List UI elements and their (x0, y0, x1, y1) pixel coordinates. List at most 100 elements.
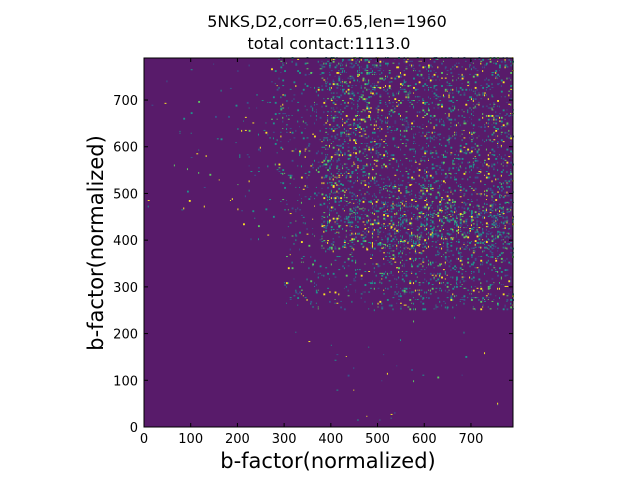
heatmap-cell (321, 152, 323, 155)
heatmap-cell (353, 207, 355, 209)
heatmap-cell (398, 228, 400, 230)
heatmap-cell (454, 64, 457, 67)
heatmap-cell (427, 231, 429, 234)
heatmap-cell (474, 159, 477, 162)
heatmap-cell (349, 201, 351, 203)
heatmap-cell (310, 280, 313, 283)
heatmap-cell (405, 90, 407, 93)
heatmap-cell (418, 293, 420, 296)
heatmap-cell (456, 284, 458, 286)
heatmap-cell (366, 73, 369, 75)
heatmap-cell (405, 167, 407, 170)
heatmap-cell (452, 211, 454, 214)
heatmap-cell (500, 261, 503, 263)
heatmap-cell (328, 219, 331, 222)
heatmap-cell (420, 198, 422, 200)
heatmap-cell (433, 114, 436, 117)
heatmap-cell (321, 161, 324, 163)
heatmap-cell (349, 62, 352, 64)
heatmap-cell (330, 246, 333, 249)
heatmap-cell (342, 85, 344, 87)
heatmap-cell (474, 243, 476, 246)
heatmap-cell (381, 109, 384, 112)
heatmap-cell (289, 299, 292, 301)
heatmap-cell (431, 274, 434, 276)
heatmap-cell (325, 167, 328, 169)
heatmap-cell (183, 207, 185, 210)
heatmap-cell (442, 156, 445, 158)
heatmap-cell (355, 128, 357, 130)
heatmap-cell (390, 184, 392, 186)
heatmap-cell (424, 159, 426, 162)
heatmap-cell (450, 233, 453, 235)
heatmap-cell (340, 109, 342, 111)
heatmap-cell (416, 73, 419, 76)
heatmap-cell (407, 206, 409, 208)
heatmap-cell (353, 280, 356, 282)
heatmap-cell (398, 224, 400, 227)
heatmap-cell (472, 308, 474, 310)
heatmap-cell (392, 274, 394, 276)
heatmap-cell (459, 267, 462, 270)
heatmap-cell (336, 83, 339, 86)
heatmap-cell (308, 341, 311, 343)
heatmap-cell (381, 274, 384, 277)
heatmap-cell (390, 219, 393, 222)
heatmap-cell (409, 299, 412, 301)
heatmap-cell (446, 248, 449, 251)
heatmap-cell (411, 205, 413, 207)
heatmap-cell (472, 261, 475, 264)
heatmap-cell (409, 282, 412, 285)
heatmap-cell (452, 199, 454, 201)
heatmap-cell (302, 256, 305, 258)
heatmap-cell (437, 66, 439, 69)
heatmap-cell (442, 94, 444, 97)
heatmap-cell (405, 81, 407, 83)
heatmap-cell (433, 152, 435, 154)
heatmap-cell (368, 242, 371, 244)
heatmap-cell (398, 103, 400, 106)
heatmap-cell (418, 100, 420, 102)
heatmap-cell (485, 77, 487, 80)
heatmap-cell (431, 167, 434, 170)
heatmap-cell (396, 285, 398, 288)
heatmap-cell (435, 88, 438, 91)
heatmap-cell (368, 60, 371, 62)
heatmap-cell (401, 242, 404, 244)
heatmap-cell (398, 210, 400, 212)
heatmap-cell (510, 299, 513, 301)
heatmap-cell (497, 141, 499, 144)
heatmap-cell (506, 113, 508, 115)
heatmap-cell (446, 191, 449, 193)
heatmap-cell (304, 196, 307, 198)
heatmap-cell (506, 165, 508, 167)
heatmap-cell (456, 282, 458, 285)
heatmap-cell (383, 182, 385, 184)
heatmap-cell (370, 92, 372, 94)
heatmap-cell (385, 85, 387, 87)
heatmap-cell (470, 299, 473, 301)
heatmap-cell (414, 96, 416, 98)
heatmap-cell (502, 196, 505, 199)
heatmap-cell (383, 185, 386, 187)
heatmap-cell (484, 243, 486, 245)
heatmap-cell (448, 100, 451, 102)
heatmap-cell (424, 135, 427, 137)
heatmap-cell (392, 109, 394, 111)
heatmap-cell (470, 88, 472, 91)
heatmap-cell (306, 62, 309, 64)
heatmap-cell (321, 64, 324, 66)
heatmap-cell (467, 225, 469, 227)
heatmap-cell (469, 215, 471, 217)
heatmap-cell (360, 72, 363, 74)
heatmap-cell (328, 128, 330, 130)
heatmap-cell (379, 419, 381, 421)
heatmap-cell (444, 182, 446, 184)
heatmap-cell (431, 152, 434, 154)
heatmap-cell (295, 331, 297, 333)
heatmap-cell (338, 159, 341, 161)
heatmap-cell (364, 129, 366, 132)
heatmap-cell (446, 291, 449, 293)
heatmap-cell (470, 135, 473, 137)
heatmap-cell (437, 226, 439, 228)
